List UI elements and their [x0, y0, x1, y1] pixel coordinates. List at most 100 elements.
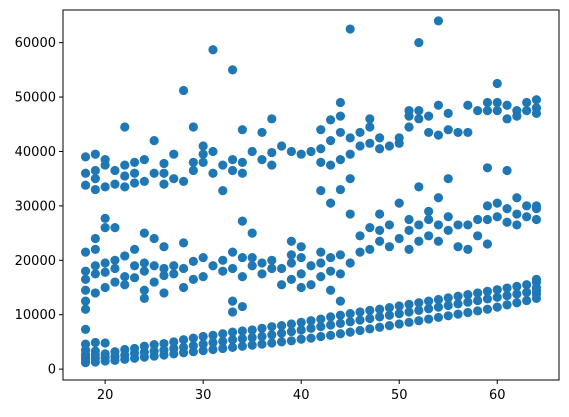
scatter-point [404, 244, 414, 255]
scatter-point [463, 307, 473, 318]
y-axis-ticks: 0 10000 20000 30000 40000 50000 60000 [15, 36, 63, 378]
scatter-point [227, 165, 238, 176]
scatter-point [198, 331, 208, 342]
scatter-point [473, 106, 483, 116]
scatter-point [375, 312, 385, 322]
scatter-point [139, 258, 149, 268]
scatter-point [404, 317, 414, 327]
scatter-point [473, 295, 483, 306]
scatter-point [394, 309, 404, 319]
scatter-point [218, 255, 228, 265]
scatter-point [286, 319, 296, 329]
scatter-point [227, 263, 238, 274]
scatter-point [345, 309, 355, 319]
scatter-point [198, 272, 208, 282]
scatter-point [453, 299, 463, 309]
scatter-point [424, 214, 434, 225]
scatter-point [120, 171, 130, 181]
scatter-point [80, 152, 91, 162]
scatter-point [267, 255, 277, 265]
scatter-point [169, 174, 179, 184]
scatter-point [237, 341, 247, 351]
scatter-point [129, 343, 140, 354]
scatter-point [296, 282, 306, 293]
scatter-point [326, 115, 336, 125]
scatter-point [404, 299, 414, 309]
scatter-point [502, 300, 512, 310]
scatter-point [286, 336, 296, 346]
scatter-point [306, 146, 316, 157]
scatter-point [345, 133, 355, 143]
scatter-point [335, 250, 346, 260]
scatter-point [110, 179, 120, 189]
scatter-point [237, 334, 247, 344]
scatter-point [208, 337, 218, 348]
scatter-point [110, 347, 120, 357]
scatter-point [100, 282, 110, 293]
scatter-point [345, 317, 355, 327]
scatter-point [522, 280, 532, 290]
scatter-point [159, 242, 169, 252]
scatter-point [365, 223, 375, 233]
scatter-point [159, 345, 169, 355]
scatter-point [522, 97, 532, 108]
scatter-point [149, 168, 159, 178]
scatter-point [326, 312, 336, 322]
scatter-point [129, 157, 140, 167]
scatter-point [345, 209, 355, 219]
scatter-point [453, 291, 463, 301]
scatter-point [80, 339, 91, 349]
scatter-point [218, 160, 228, 170]
scatter-point [218, 186, 228, 196]
scatter-point [492, 302, 502, 312]
scatter-point [482, 106, 493, 116]
scatter-point [90, 165, 100, 176]
scatter-point [296, 317, 306, 327]
scatter-point [492, 78, 502, 89]
scatter-point [443, 212, 453, 222]
scatter-point [227, 65, 238, 75]
scatter-point [482, 286, 493, 296]
scatter-point [531, 95, 542, 105]
scatter-point [110, 255, 120, 265]
scatter-point [257, 155, 267, 165]
scatter-point [227, 307, 238, 317]
scatter-point [375, 133, 385, 143]
scatter-point [169, 261, 179, 271]
scatter-point [384, 141, 395, 151]
scatter-point [492, 198, 502, 208]
scatter-point [473, 306, 483, 316]
scatter-point [208, 146, 218, 157]
scatter-point [414, 305, 424, 315]
scatter-point [502, 283, 512, 293]
scatter-point [394, 301, 404, 311]
scatter-point [237, 168, 247, 178]
scatter-point [502, 100, 512, 110]
scatter-point [473, 214, 483, 225]
scatter-point [531, 103, 542, 113]
scatter-point [227, 327, 238, 337]
scatter-point [335, 269, 346, 279]
scatter-point [531, 214, 542, 225]
scatter-point [218, 266, 228, 276]
scatter-point [463, 100, 473, 110]
scatter-point [80, 274, 91, 284]
scatter-point [257, 323, 267, 333]
scatter-point [522, 287, 532, 297]
scatter-point [80, 247, 91, 257]
scatter-point [237, 326, 247, 336]
x-tick-label: 60 [489, 388, 506, 403]
scatter-point [345, 149, 355, 159]
scatter-point [110, 277, 120, 287]
scatter-point [345, 258, 355, 268]
scatter-point [355, 307, 365, 317]
scatter-point [218, 336, 228, 346]
scatter-point [365, 138, 375, 148]
scatter-point [286, 274, 296, 284]
scatter-point [433, 302, 444, 312]
scatter-point [394, 319, 404, 329]
scatter-point [384, 320, 395, 331]
scatter-point [149, 277, 159, 287]
scatter-point [316, 144, 326, 154]
scatter-point [120, 251, 130, 261]
